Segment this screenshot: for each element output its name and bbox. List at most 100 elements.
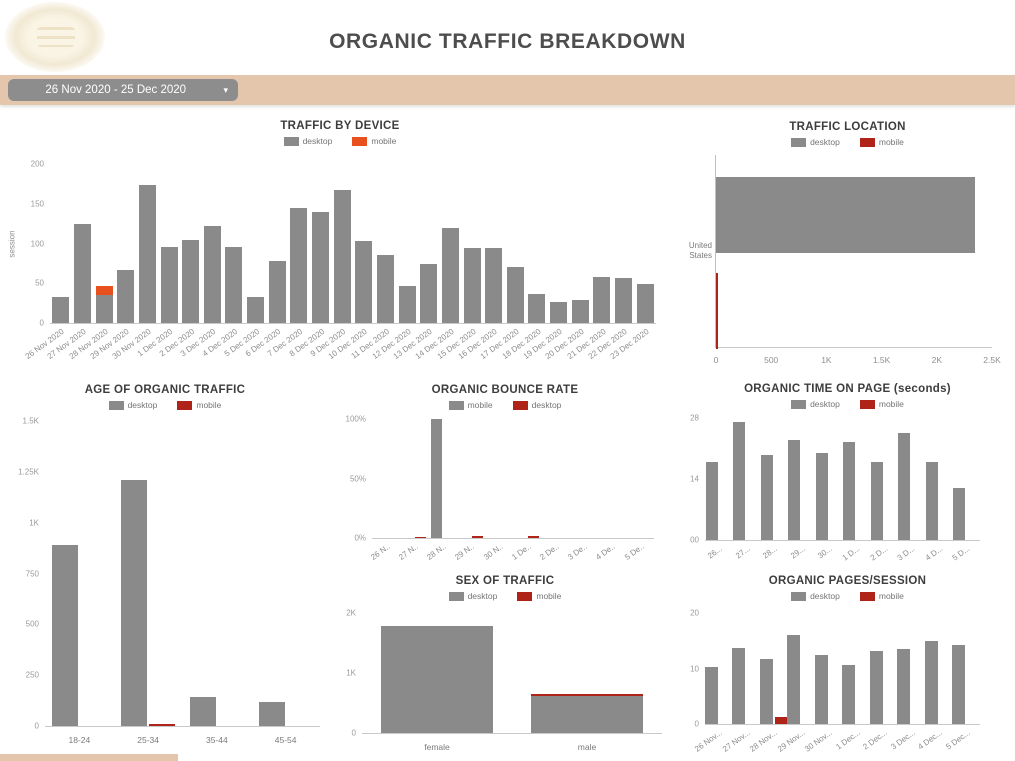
bar-desktop-27 N..[interactable]	[415, 537, 427, 538]
legend-label: desktop	[810, 137, 840, 147]
bar-mobile-United States[interactable]	[716, 273, 718, 349]
legend-label: mobile	[467, 400, 493, 410]
bar-desktop-16 Dec 2020[interactable]	[485, 248, 503, 323]
y-axis-tick: 50	[35, 278, 44, 288]
bar-desktop-3 Dec...[interactable]	[897, 649, 911, 724]
x-axis-label: 30 N..	[481, 542, 505, 562]
bar-desktop-26 Nov 2020[interactable]	[52, 296, 70, 323]
legend-item-desktop: desktop	[512, 400, 561, 410]
bar-desktop-5 D...[interactable]	[953, 487, 966, 540]
bar-desktop-4 Dec...[interactable]	[924, 640, 938, 724]
y-axis-tick: 14	[690, 474, 699, 484]
bar-desktop-9 Dec 2020[interactable]	[333, 190, 351, 323]
x-axis-label: 2 De..	[538, 542, 561, 562]
bar-desktop-29 Nov...[interactable]	[787, 634, 801, 724]
x-axis-label: 26...	[706, 544, 725, 561]
bar-desktop-3 Dec 2020[interactable]	[203, 226, 221, 323]
y-axis-tick: 100%	[345, 414, 366, 424]
bar-desktop-3 D...[interactable]	[898, 433, 911, 540]
bar-mobile-28 Nov 2020[interactable]	[95, 285, 113, 296]
bar-desktop-35-44[interactable]	[189, 696, 216, 726]
y-axis-tick: 28	[690, 413, 699, 423]
bar-desktop-2 Dec 2020[interactable]	[182, 239, 200, 323]
chart-plot: 00 14 28 26... 27... 28... 29... 30... 1 D... 2 D…	[690, 414, 980, 563]
category-label: United States	[688, 241, 712, 260]
bar-desktop-19 Dec 2020[interactable]	[550, 302, 568, 323]
bar-mobile-25-34[interactable]	[149, 723, 176, 726]
y-axis-tick: 1.5K	[22, 416, 39, 426]
bar-desktop-4 Dec 2020[interactable]	[225, 246, 243, 323]
bar-desktop-22 Dec 2020[interactable]	[615, 277, 633, 323]
bar-desktop-28 Nov...[interactable]	[759, 658, 773, 724]
date-range-selector[interactable]: 26 Nov 2020 - 25 Dec 2020 ▾	[8, 79, 238, 101]
bar-desktop-18-24[interactable]	[52, 545, 79, 726]
bar-desktop-1 Dec...[interactable]	[842, 664, 856, 724]
bar-desktop-male[interactable]	[531, 695, 643, 733]
date-range-label: 26 Nov 2020 - 25 Dec 2020	[45, 84, 187, 96]
bar-desktop-30 Nov...[interactable]	[814, 655, 828, 724]
chart-plot: 0 250 500 750 1K 1.25K 1.5K 18-24 25-34 35-44 45-5…	[18, 417, 320, 745]
bar-desktop-13 Dec 2020[interactable]	[420, 264, 438, 323]
bar-mobile-28 Nov...[interactable]	[774, 717, 788, 724]
bar-desktop-30...[interactable]	[815, 452, 828, 540]
bar-desktop-8 Dec 2020[interactable]	[312, 211, 330, 323]
bar-desktop-20 Dec 2020[interactable]	[571, 299, 589, 323]
legend-swatch-mobile	[859, 137, 875, 147]
sex-of-traffic-chart: SEX OF TRAFFIC desktop mobile 0 1K 2K female…	[330, 565, 680, 761]
bar-mobile-male[interactable]	[531, 694, 643, 696]
legend-item-desktop: desktop	[791, 591, 840, 601]
bar-desktop-2 Dec...[interactable]	[869, 651, 883, 724]
bar-desktop-25-34[interactable]	[121, 479, 148, 726]
bar-desktop-1 De..[interactable]	[528, 535, 540, 538]
bar-desktop-1 Dec 2020[interactable]	[160, 246, 178, 323]
legend-item-desktop: desktop	[448, 591, 498, 601]
x-axis-tick: 1.5K	[872, 355, 891, 365]
bar-desktop-27 Nov...[interactable]	[732, 647, 746, 724]
bar-desktop-18 Dec 2020[interactable]	[528, 293, 546, 323]
legend-item-desktop: desktop	[108, 400, 158, 410]
bar-desktop-29 Nov 2020[interactable]	[117, 269, 135, 323]
bar-desktop-23 Dec 2020[interactable]	[636, 284, 654, 323]
x-axis-label: 1 De..	[509, 542, 533, 562]
y-axis-tick: 20	[690, 608, 699, 618]
bar-desktop-26 Nov...[interactable]	[704, 666, 718, 724]
bar-desktop-10 Dec 2020[interactable]	[355, 241, 373, 323]
bar-desktop-28 Nov 2020[interactable]	[95, 295, 113, 323]
bar-desktop-21 Dec 2020[interactable]	[593, 276, 611, 323]
bar-desktop-28...[interactable]	[760, 455, 773, 540]
x-axis-label: 28 Nov...	[748, 728, 780, 754]
bar-desktop-27 Nov 2020[interactable]	[73, 223, 91, 323]
bar-desktop-5 Dec 2020[interactable]	[247, 296, 265, 323]
x-axis-label: 3 Dec...	[888, 728, 917, 752]
bar-desktop-14 Dec 2020[interactable]	[441, 227, 459, 323]
bar-desktop-45-54[interactable]	[258, 701, 285, 726]
bar-desktop-30 Nov 2020[interactable]	[138, 184, 156, 323]
bar-desktop-4 D...[interactable]	[925, 461, 938, 540]
bar-desktop-12 Dec 2020[interactable]	[398, 286, 416, 323]
bar-desktop-2 D...[interactable]	[870, 461, 883, 540]
bar-desktop-7 Dec 2020[interactable]	[290, 207, 308, 323]
y-axis-tick: 0	[34, 721, 39, 731]
bar-desktop-26...[interactable]	[705, 461, 718, 540]
bar-desktop-female[interactable]	[381, 626, 493, 733]
bar-desktop-17 Dec 2020[interactable]	[506, 267, 524, 323]
bar-desktop-15 Dec 2020[interactable]	[463, 248, 481, 323]
bar-desktop-29...[interactable]	[788, 439, 801, 540]
y-axis-tick: 500	[25, 619, 39, 629]
x-axis-label: 2 Dec...	[861, 728, 890, 752]
legend-item-desktop: desktop	[791, 137, 840, 147]
bar-desktop-11 Dec 2020[interactable]	[376, 255, 394, 323]
legend-label: desktop	[127, 400, 158, 410]
chart-title: AGE OF ORGANIC TRAFFIC	[84, 384, 246, 396]
legend-label: desktop	[467, 591, 498, 601]
bar-desktop-5 Dec...[interactable]	[952, 645, 966, 724]
x-axis-label: 45-54	[274, 735, 297, 745]
bar-mobile-28 N..[interactable]	[430, 419, 442, 538]
bar-desktop-1 D...[interactable]	[843, 441, 856, 540]
legend-item-mobile: mobile	[177, 400, 221, 410]
bar-desktop-29 N..[interactable]	[471, 536, 483, 538]
legend-swatch-desktop	[448, 591, 464, 601]
bar-desktop-27...[interactable]	[733, 422, 746, 540]
bar-desktop-United States[interactable]	[716, 177, 976, 253]
bar-desktop-6 Dec 2020[interactable]	[268, 261, 286, 323]
